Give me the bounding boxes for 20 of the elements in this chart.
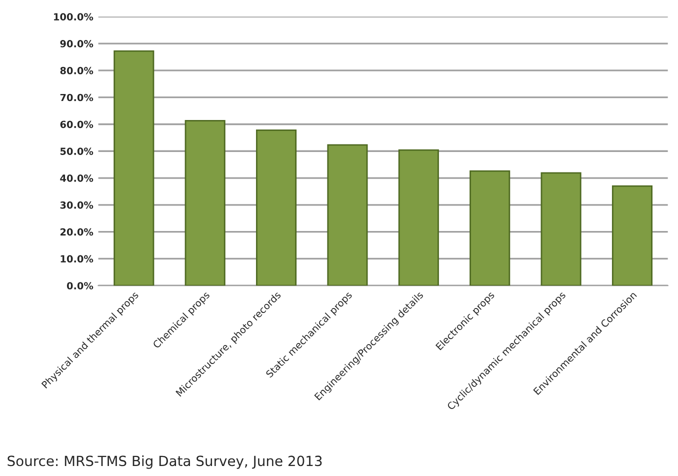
bar	[612, 185, 653, 286]
y-tick-label: 40.0%	[60, 174, 94, 182]
y-tick-label: 10.0%	[60, 255, 94, 263]
y-tick-label: 0.0%	[66, 282, 94, 290]
bar	[184, 120, 226, 286]
y-tick-label: 20.0%	[60, 228, 94, 236]
y-tick-label: 100.0%	[54, 13, 94, 20]
bar	[327, 144, 368, 286]
bar	[470, 170, 510, 286]
y-tick-label: 70.0%	[60, 94, 94, 102]
bar	[540, 172, 582, 286]
bar	[398, 149, 439, 286]
y-tick-label: 50.0%	[60, 148, 94, 155]
source-note: Source: MRS-TMS Big Data Survey, June 2013	[8, 455, 322, 469]
y-tick-label: 80.0%	[60, 66, 94, 74]
bar	[256, 129, 297, 286]
y-tick-label: 30.0%	[60, 201, 94, 209]
y-tick-label: 90.0%	[60, 40, 94, 48]
y-tick-label: 60.0%	[60, 120, 94, 128]
bar	[114, 50, 154, 286]
